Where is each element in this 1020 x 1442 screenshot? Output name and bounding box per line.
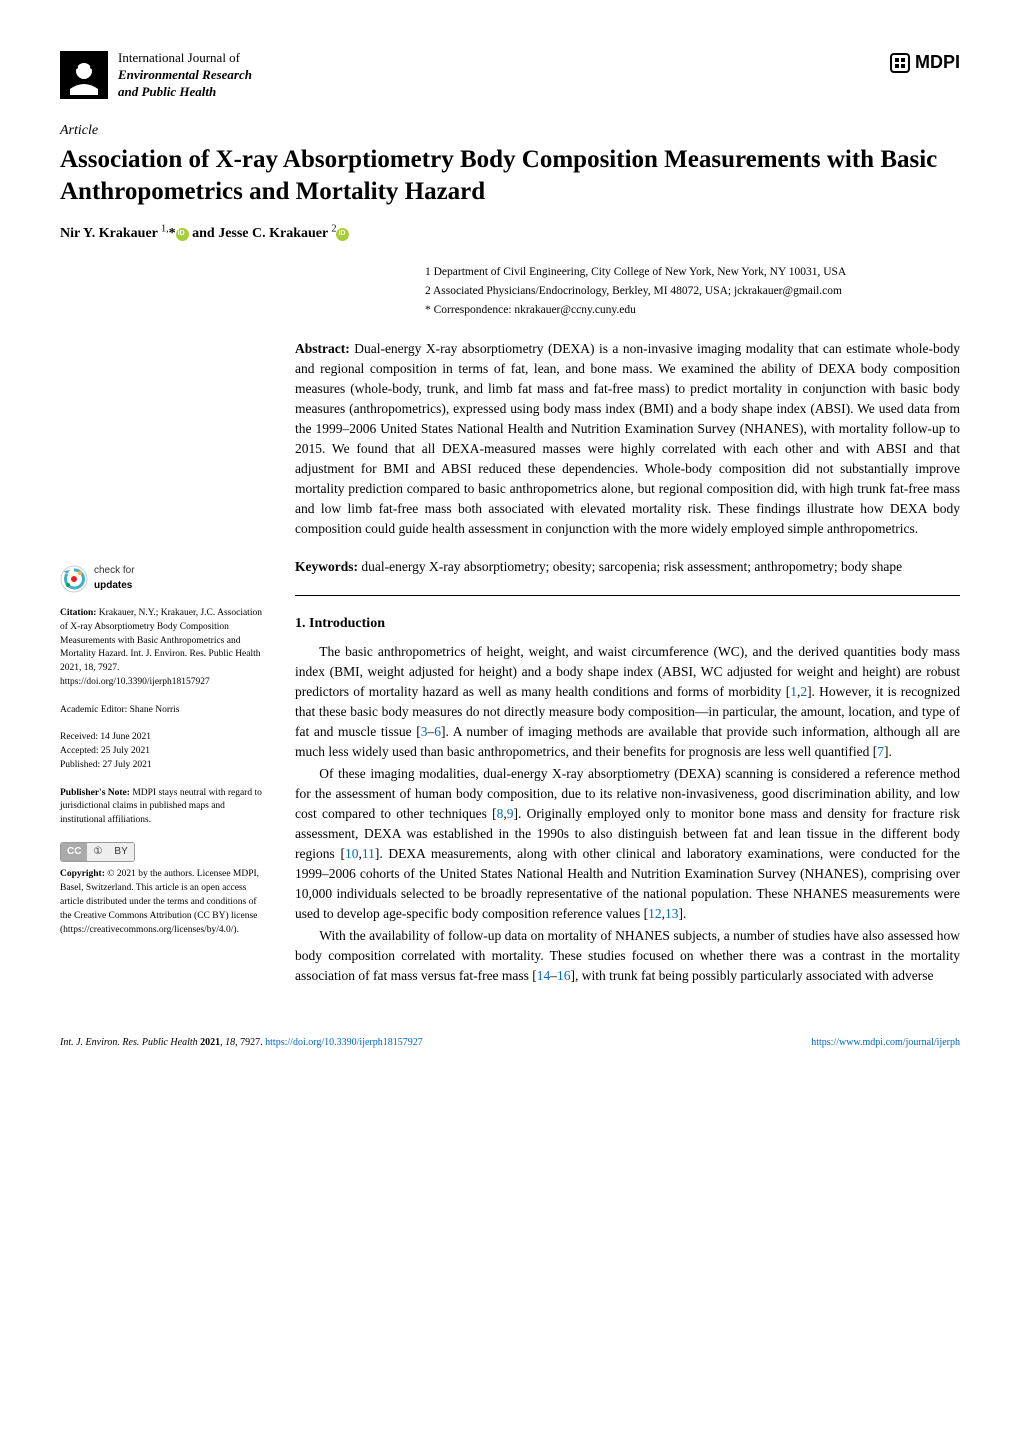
journal-name: International Journal of Environmental R… [118, 50, 252, 101]
mdpi-logo: MDPI [889, 50, 960, 75]
cc-icon: CC [61, 843, 87, 862]
ref-link[interactable]: 12 [648, 906, 662, 921]
correspondence: * Correspondence: nkrakauer@ccny.cuny.ed… [425, 302, 960, 319]
editor-text: Shane Norris [130, 705, 180, 715]
published-text: 27 July 2021 [103, 760, 152, 770]
footer-left: Int. J. Environ. Res. Public Health 2021… [60, 1036, 423, 1050]
ref-link[interactable]: 3 [421, 724, 428, 739]
dates-block: Received: 14 June 2021 Accepted: 25 July… [60, 731, 265, 772]
keywords: Keywords: dual-energy X-ray absorptiomet… [295, 557, 960, 596]
check-updates-text: check for updates [94, 564, 135, 593]
main-content: 1 Department of Civil Engineering, City … [295, 264, 960, 988]
ref-link[interactable]: 14 [537, 968, 551, 983]
journal-name-line1: International Journal of [118, 50, 252, 67]
header-row: International Journal of Environmental R… [60, 50, 960, 101]
journal-header: International Journal of Environmental R… [60, 50, 252, 101]
cc-badge: CC ① BY [60, 842, 135, 863]
footer-citation: Int. J. Environ. Res. Public Health 2021… [60, 1037, 265, 1048]
accepted-text: 25 July 2021 [101, 746, 150, 756]
ref-link[interactable]: 11 [362, 846, 375, 861]
citation-text: Krakauer, N.Y.; Krakauer, J.C. Associati… [60, 608, 262, 687]
ref-link[interactable]: 6 [434, 724, 441, 739]
editor-label: Academic Editor: [60, 705, 127, 715]
check-updates-icon [60, 565, 88, 593]
affiliations: 1 Department of Civil Engineering, City … [295, 264, 960, 319]
check-updates-l2: updates [94, 579, 135, 594]
keywords-text: dual-energy X-ray absorptiometry; obesit… [361, 559, 902, 574]
journal-name-line3: and Public Health [118, 84, 252, 101]
accepted-label: Accepted: [60, 746, 99, 756]
copyright-label: Copyright: [60, 869, 105, 879]
editor-block: Academic Editor: Shane Norris [60, 704, 265, 718]
footer-doi-link[interactable]: https://doi.org/10.3390/ijerph18157927 [265, 1037, 423, 1048]
mdpi-icon [889, 52, 911, 74]
check-updates-l1: check for [94, 564, 135, 579]
article-type: Article [60, 121, 960, 141]
ref-link[interactable]: 1 [790, 684, 797, 699]
footer-right: https://www.mdpi.com/journal/ijerph [811, 1036, 960, 1050]
mdpi-text: MDPI [915, 50, 960, 75]
abstract-label: Abstract: [295, 341, 350, 356]
keywords-label: Keywords: [295, 559, 358, 574]
ref-link[interactable]: 9 [507, 806, 514, 821]
ref-link[interactable]: 2 [800, 684, 807, 699]
authors: Nir Y. Krakauer 1,* and Jesse C. Krakaue… [60, 223, 960, 244]
orcid-icon [336, 228, 349, 241]
ref-link[interactable]: 13 [665, 906, 679, 921]
footer-journal-link[interactable]: https://www.mdpi.com/journal/ijerph [811, 1037, 960, 1048]
sidebar: check for updates Citation: Krakauer, N.… [60, 264, 265, 988]
affiliation-2: 2 Associated Physicians/Endocrinology, B… [425, 283, 960, 300]
ref-link[interactable]: 10 [345, 846, 359, 861]
authors-text: Nir Y. Krakauer 1,* and Jesse C. Krakaue… [60, 226, 349, 241]
abstract: Abstract: Dual-energy X-ray absorptiomet… [295, 339, 960, 539]
published-label: Published: [60, 760, 100, 770]
section-1-heading: 1. Introduction [295, 614, 960, 635]
by-text: BY [108, 843, 133, 862]
check-updates[interactable]: check for updates [60, 564, 265, 593]
journal-name-line2: Environmental Research [118, 67, 252, 84]
received-label: Received: [60, 732, 98, 742]
orcid-icon [176, 228, 189, 241]
abstract-text: Dual-energy X-ray absorptiometry (DEXA) … [295, 341, 960, 536]
by-icon: ① [87, 843, 108, 862]
ref-link[interactable]: 16 [557, 968, 571, 983]
ref-link[interactable]: 8 [497, 806, 504, 821]
received-text: 14 June 2021 [100, 732, 151, 742]
intro-para-1: The basic anthropometrics of height, wei… [295, 642, 960, 762]
citation-label: Citation: [60, 608, 96, 618]
intro-para-3: With the availability of follow-up data … [295, 926, 960, 986]
footer: Int. J. Environ. Res. Public Health 2021… [60, 1028, 960, 1050]
article-title: Association of X-ray Absorptiometry Body… [60, 144, 960, 207]
publisher-note-block: Publisher's Note: MDPI stays neutral wit… [60, 787, 265, 828]
license-block: CC ① BY Copyright: © 2021 by the authors… [60, 842, 265, 937]
note-label: Publisher's Note: [60, 788, 130, 798]
intro-para-2: Of these imaging modalities, dual-energy… [295, 764, 960, 924]
journal-logo-icon [60, 51, 108, 99]
ref-link[interactable]: 7 [877, 744, 884, 759]
citation-block: Citation: Krakauer, N.Y.; Krakauer, J.C.… [60, 607, 265, 690]
affiliation-1: 1 Department of Civil Engineering, City … [425, 264, 960, 281]
